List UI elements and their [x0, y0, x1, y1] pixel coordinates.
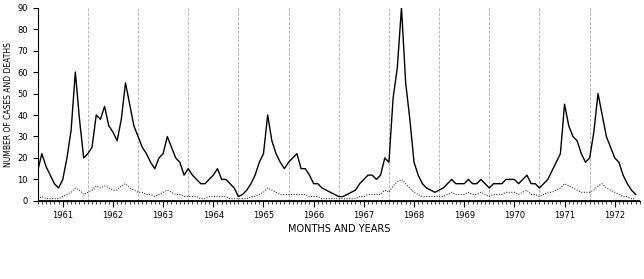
Y-axis label: NUMBER OF CASES AND DEATHS: NUMBER OF CASES AND DEATHS: [4, 42, 13, 167]
X-axis label: MONTHS AND YEARS: MONTHS AND YEARS: [288, 225, 390, 234]
